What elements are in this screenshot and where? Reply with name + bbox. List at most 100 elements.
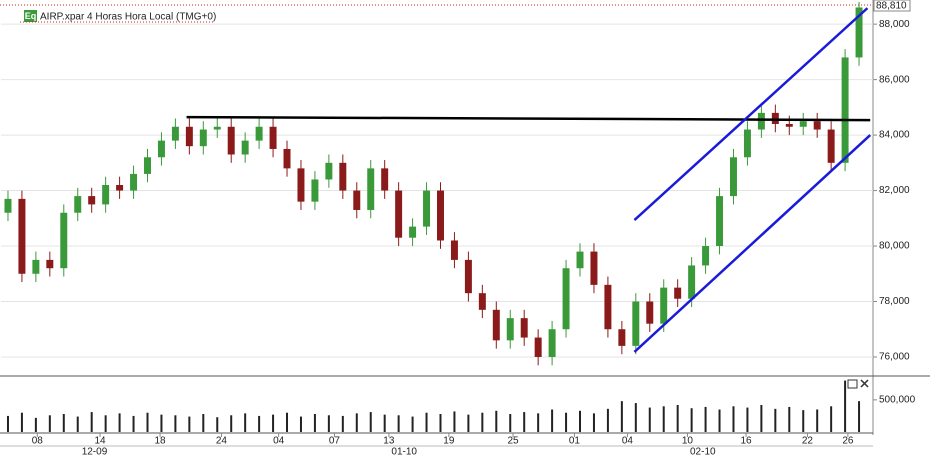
candle-body <box>395 190 403 238</box>
candle-body <box>590 251 598 285</box>
volume-bar <box>690 408 693 432</box>
volume-bar <box>341 415 344 432</box>
last-price-box <box>873 0 911 12</box>
volume-bar <box>620 401 623 432</box>
volume-bar <box>481 412 484 432</box>
volume-bar <box>20 412 23 432</box>
volume-bar <box>355 413 358 432</box>
candle-body <box>478 293 486 310</box>
candle-body <box>423 190 431 227</box>
volume-bar <box>383 414 386 432</box>
volume-bar <box>62 414 65 432</box>
volume-bar <box>160 414 163 432</box>
volume-bar <box>453 411 456 432</box>
volume-bar <box>132 415 135 432</box>
candle-body <box>381 168 389 191</box>
candle-body <box>674 287 682 299</box>
volume-bar <box>76 416 79 432</box>
candle-body <box>618 329 626 346</box>
y-tick-label: 88,000 <box>879 19 910 30</box>
maximize-icon[interactable] <box>847 379 858 389</box>
volume-bar <box>634 403 637 432</box>
candle-body <box>269 126 277 149</box>
volume-bar <box>188 416 191 432</box>
volume-bar <box>174 415 177 432</box>
trend-line <box>633 7 869 221</box>
x-tick-label: 19 <box>443 436 455 447</box>
candle-body <box>534 337 542 357</box>
y-tick-label: 84,000 <box>879 130 910 141</box>
last-price-label: 88,810 <box>876 1 907 12</box>
volume-bar <box>48 415 51 432</box>
x-tick-label: 14 <box>94 436 106 447</box>
x-tick-label: 04 <box>273 436 285 447</box>
y-tick-label: 80,000 <box>879 241 910 252</box>
candle-body <box>688 265 696 299</box>
candle-body <box>227 126 235 155</box>
volume-bar <box>90 412 93 432</box>
trend-line <box>633 134 872 353</box>
candle-body <box>4 198 12 213</box>
x-tick-label: 26 <box>842 436 854 447</box>
volume-bar <box>802 410 805 432</box>
x-tick-label: 16 <box>740 436 752 447</box>
candle-body <box>562 268 570 330</box>
volume-bar <box>244 413 247 432</box>
candle-body <box>46 259 54 269</box>
volume-bar <box>858 401 861 432</box>
volume-bar <box>704 406 707 432</box>
x-tick-label: 18 <box>154 436 166 447</box>
candle-body <box>702 246 710 266</box>
candle-body <box>450 240 458 260</box>
candle-body <box>60 212 68 269</box>
candle-body <box>813 121 821 130</box>
volume-bar <box>551 409 554 432</box>
y-tick-label: 86,000 <box>879 74 910 85</box>
volume-bar <box>467 414 470 432</box>
volume-bar <box>327 415 330 432</box>
x-tick-label: 04 <box>622 436 634 447</box>
volume-bar <box>6 415 9 432</box>
candle-body <box>311 179 319 202</box>
candle-body <box>283 148 291 169</box>
y-tick-label: 76,000 <box>879 352 910 363</box>
candle-body <box>18 198 26 274</box>
candle-body <box>157 140 165 158</box>
candle-body <box>492 309 500 341</box>
volume-bar <box>313 414 316 432</box>
candle-body <box>841 57 849 163</box>
candle-body <box>576 251 584 269</box>
volume-bar <box>592 413 595 432</box>
candle-body <box>855 7 863 58</box>
volume-bar <box>830 406 833 432</box>
x-tick-label: 10 <box>682 436 694 447</box>
candle-body <box>325 162 333 180</box>
month-label: 12-09 <box>82 447 108 457</box>
trend-line <box>186 115 871 122</box>
volume-bar <box>425 412 428 432</box>
volume-bar <box>648 407 651 432</box>
volume-bar <box>509 414 512 432</box>
close-icon[interactable] <box>860 379 869 388</box>
volume-bar <box>606 408 609 432</box>
candle-body <box>785 123 793 127</box>
volume-bar <box>732 406 735 432</box>
candle-body <box>353 190 361 210</box>
candle-body <box>339 162 347 191</box>
chart-title: AIRP.xpar 4 Horas Hora Local (TMG+0) <box>40 12 216 23</box>
candle-body <box>757 112 765 130</box>
candle-body <box>548 329 556 357</box>
volume-bar <box>411 416 414 432</box>
volume-bar <box>774 408 777 432</box>
candle-body <box>102 185 110 205</box>
volume-bar <box>118 413 121 432</box>
x-tick-label: 08 <box>32 436 44 447</box>
candle-body <box>213 126 221 130</box>
candle-body <box>241 140 249 155</box>
candle-body <box>255 126 263 141</box>
volume-tick-label: 500,000 <box>879 394 916 405</box>
volume-bar <box>369 412 372 432</box>
volume-bar <box>565 412 568 432</box>
